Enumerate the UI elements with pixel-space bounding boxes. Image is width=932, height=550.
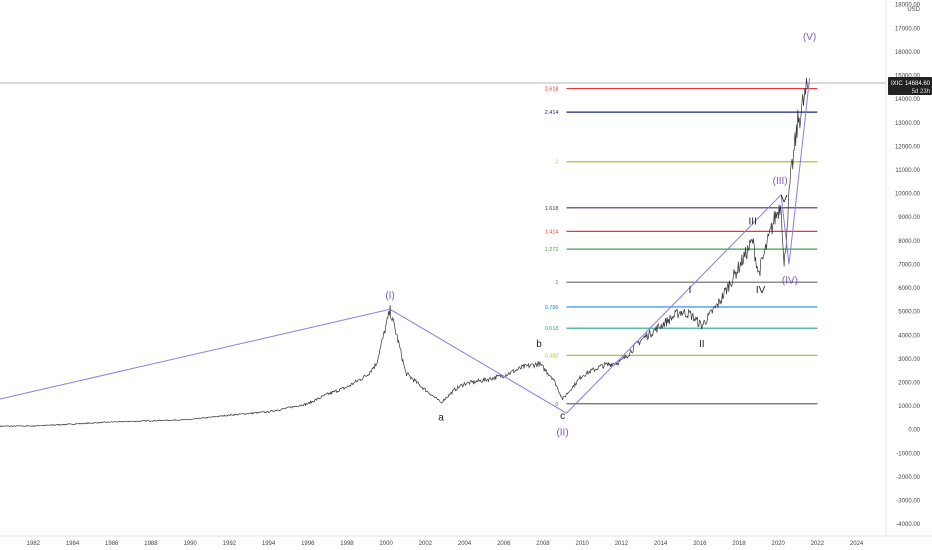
wave-label: II: [699, 339, 705, 350]
wave-label: (I): [385, 291, 394, 302]
fib-level-label: 2: [555, 160, 558, 166]
y-tick-label: 8000.00: [898, 239, 920, 245]
wave-label: V: [781, 194, 788, 205]
x-tick-label: 1982: [27, 541, 41, 547]
x-tick-label: 2016: [693, 541, 707, 547]
price-line: [0, 77, 810, 427]
x-tick-label: 1996: [301, 541, 315, 547]
y-tick-label: -3000.00: [896, 499, 920, 505]
fib-level-label: 2.618: [545, 87, 559, 93]
x-tick-label: 2000: [379, 541, 393, 547]
y-tick-label: 14000.00: [895, 97, 921, 103]
fibonacci-levels: 2.618 2.414 2 1.618 1.414 1.272 1 0.786 0.618 0.3…: [0, 82, 886, 408]
currency-label: USD: [907, 7, 920, 13]
fib-level-label: 1.618: [545, 206, 559, 212]
fib-level-label: 1.272: [545, 247, 559, 253]
y-tick-label: -1000.00: [896, 451, 920, 457]
y-tick-label: 9000.00: [898, 215, 920, 221]
x-tick-label: 1992: [223, 541, 237, 547]
y-tick-label: 15000.00: [895, 74, 921, 80]
y-tick-label: 17000.00: [895, 26, 921, 32]
x-tick-label: 2018: [732, 541, 746, 547]
x-tick-label: 2020: [772, 541, 786, 547]
x-tick-label: 2012: [615, 541, 629, 547]
x-tick-label: 2022: [811, 541, 825, 547]
last-price-badge: IXIC 14684.60 5d 23h: [888, 77, 932, 96]
y-tick-label: 11000.00: [895, 168, 920, 174]
price-axis[interactable]: 18000.00 17000.00 16000.00 15000.00 14000.00…: [895, 3, 921, 528]
x-tick-label: 2008: [536, 541, 550, 547]
fib-level-label: 1: [555, 280, 558, 286]
wave-label: (III): [773, 176, 788, 187]
wave-label: (IV): [782, 275, 798, 286]
fib-level-label: 2.414: [545, 110, 559, 116]
x-tick-label: 2004: [458, 541, 472, 547]
x-tick-label: 2010: [575, 541, 589, 547]
symbol-label: IXIC: [891, 81, 903, 87]
wave-label: b: [536, 339, 542, 350]
x-tick-label: 1984: [66, 541, 80, 547]
elliott-wave-lines: [0, 77, 811, 414]
x-tick-label: 1990: [183, 541, 197, 547]
fib-level-label: 0: [555, 402, 558, 408]
x-tick-label: 2024: [850, 541, 864, 547]
x-tick-label: 1988: [144, 541, 158, 547]
x-tick-label: 2014: [654, 541, 668, 547]
wave-label: c: [560, 411, 565, 422]
y-tick-label: 18000.00: [895, 3, 921, 9]
y-tick-label: 4000.00: [898, 333, 920, 339]
wave-label: III: [749, 216, 757, 227]
y-tick-label: 3000.00: [898, 357, 920, 363]
y-tick-label: 10000.00: [895, 192, 921, 198]
wave-label: a: [438, 412, 444, 423]
y-tick-label: 2000.00: [898, 381, 920, 387]
y-tick-label: 1000.00: [898, 404, 920, 410]
time-axis[interactable]: 1982 1984 1986 1988 1990 1992 1994 1996 1998 2000…: [27, 541, 864, 547]
y-tick-label: -2000.00: [896, 475, 920, 481]
wave-label: IV: [756, 285, 766, 296]
y-tick-label: 5000.00: [898, 310, 920, 316]
last-price-badge-bg: [888, 77, 932, 96]
price-series: [0, 77, 810, 427]
wave-trend-line: [0, 77, 811, 414]
x-tick-label: 1994: [262, 541, 276, 547]
y-tick-label: 12000.00: [895, 144, 921, 150]
wave-label: (II): [556, 428, 568, 439]
y-tick-label: 6000.00: [898, 286, 920, 292]
fib-level-label: 1.414: [545, 229, 559, 235]
x-tick-label: 1986: [105, 541, 119, 547]
x-tick-label: 2002: [419, 541, 433, 547]
y-tick-label: 16000.00: [895, 50, 921, 56]
fib-level-label: 0.382: [545, 353, 559, 359]
fib-level-label: 0.618: [545, 326, 559, 332]
fib-level-label: 0.786: [545, 305, 559, 311]
x-tick-label: 1998: [340, 541, 354, 547]
y-tick-label: 13000.00: [895, 121, 921, 127]
bar-countdown: 5d 23h: [912, 89, 930, 95]
y-tick-label: 0.00: [908, 428, 920, 434]
wave-label: (V): [803, 32, 816, 43]
wave-label: I: [689, 285, 692, 296]
last-price-value: 14684.60: [905, 81, 931, 87]
y-tick-label: 7000.00: [898, 262, 920, 268]
x-tick-label: 2006: [497, 541, 511, 547]
y-tick-label: -4000.00: [896, 522, 920, 528]
